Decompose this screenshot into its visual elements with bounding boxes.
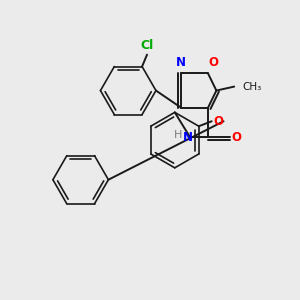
Text: N: N: [176, 56, 186, 69]
Text: O: O: [208, 56, 218, 69]
Text: N: N: [183, 131, 193, 144]
Text: Cl: Cl: [140, 39, 154, 52]
Text: O: O: [232, 131, 242, 144]
Text: H: H: [174, 130, 182, 140]
Text: CH₃: CH₃: [242, 82, 261, 92]
Text: O: O: [214, 115, 224, 128]
